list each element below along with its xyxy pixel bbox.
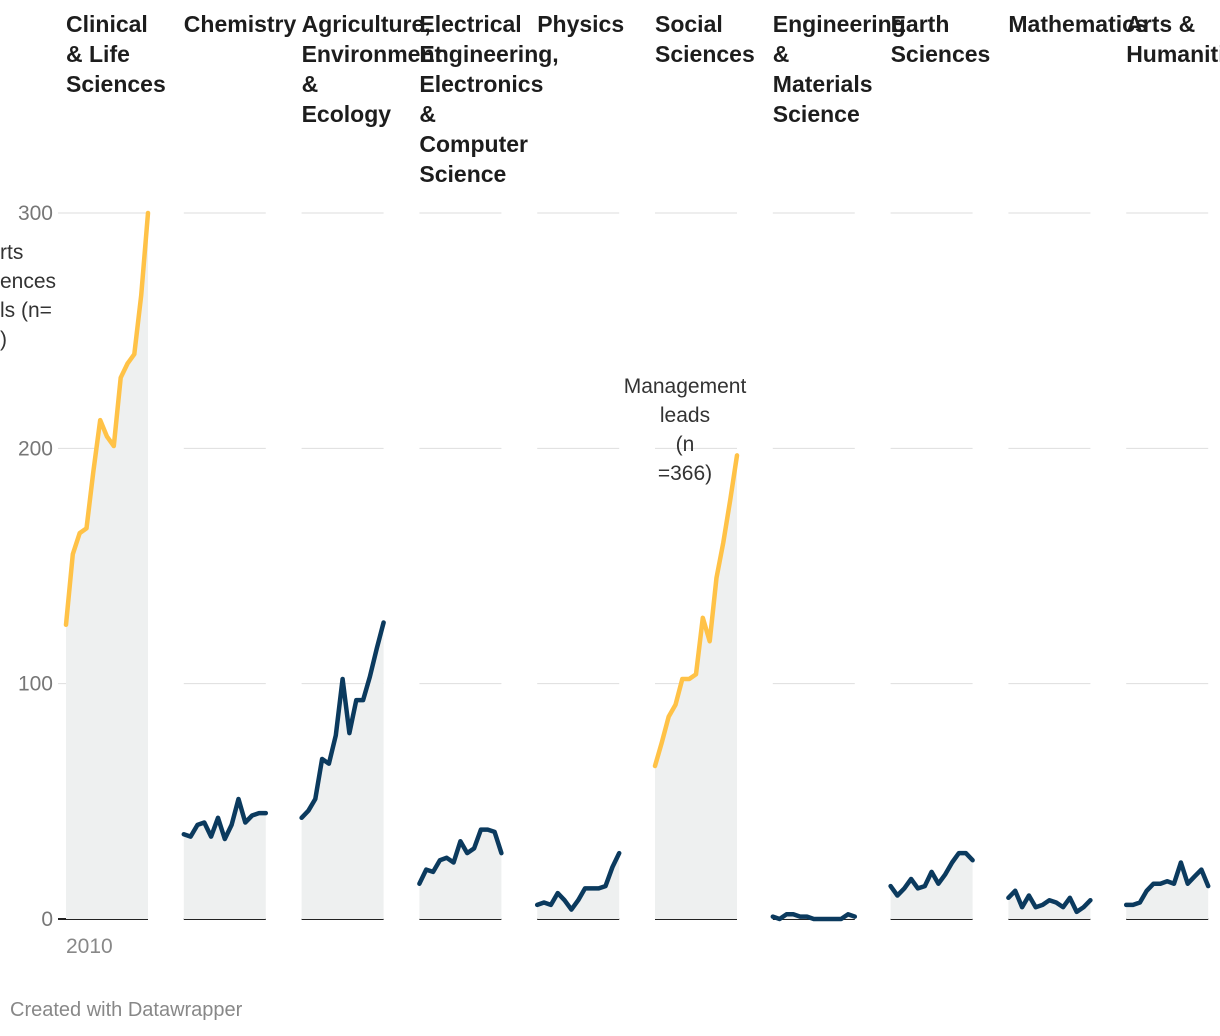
line (417, 827, 504, 886)
line (63, 210, 151, 628)
area (655, 455, 737, 919)
panel-title: Clinical & Life Sciences (66, 11, 166, 97)
x-tick-label: 2010 (66, 935, 113, 958)
line (299, 620, 386, 821)
line (1123, 860, 1211, 908)
panel-title: Physics (537, 11, 625, 37)
annotation: =366) (658, 462, 712, 485)
y-tick-label: 0 (41, 908, 53, 931)
line (181, 796, 269, 842)
line (534, 850, 622, 912)
area (1126, 862, 1209, 919)
area (890, 853, 973, 919)
annotation: ls (n= (0, 299, 52, 322)
annotation: ences (0, 270, 56, 293)
annotation: (n (676, 433, 695, 456)
annotation: rts (0, 241, 23, 264)
area (66, 213, 148, 919)
footer: Created with Datawrapper (10, 999, 243, 1021)
y-tick-label: 300 (18, 202, 53, 225)
panel-title: Electrical Engineering, Electronics & Co… (419, 11, 559, 187)
panel-title: Mathematics (1008, 11, 1148, 37)
y-tick-label: 200 (18, 437, 53, 460)
line (1006, 888, 1093, 915)
panel-title: Agriculture, Environment & Ecology (301, 11, 443, 127)
line (770, 912, 858, 922)
area (183, 799, 266, 919)
panel-title: Chemistry (183, 11, 297, 37)
annotation: ) (0, 328, 7, 351)
annotation: Management (624, 375, 747, 398)
panel-title: Arts & Humanities (1126, 11, 1220, 67)
annotation: leads (660, 404, 710, 427)
y-tick-label: 100 (18, 673, 53, 696)
line (888, 850, 975, 898)
panel-title: Engineering & Materials Science (772, 11, 906, 127)
area (301, 622, 384, 919)
line (652, 453, 740, 769)
area (537, 853, 620, 919)
area (419, 829, 502, 919)
panel-title: Earth Sciences (890, 11, 991, 67)
panel-title: Social Sciences (655, 11, 755, 67)
